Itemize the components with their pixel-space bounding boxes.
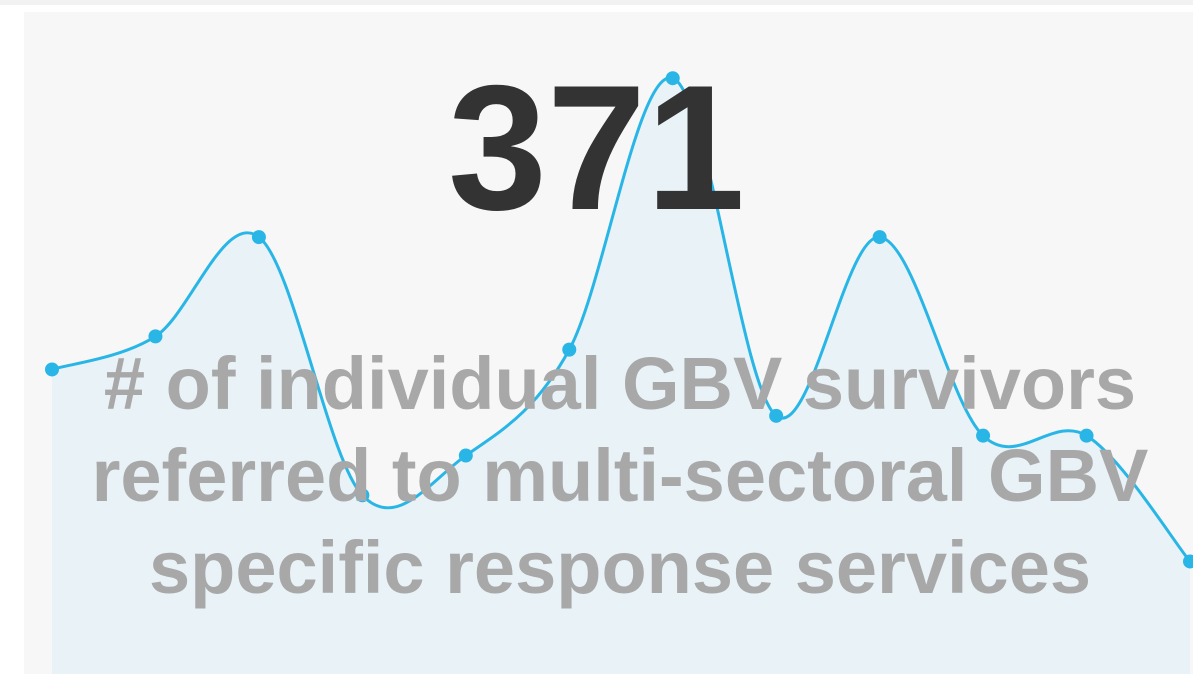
point (251, 230, 266, 245)
kpi-value: 371 (448, 48, 745, 247)
point (458, 448, 473, 463)
point (976, 428, 991, 443)
point (355, 488, 370, 503)
point (872, 230, 887, 245)
point (562, 342, 577, 357)
point (665, 71, 680, 86)
area (52, 77, 1190, 674)
point (1183, 554, 1193, 569)
kpi-label: # of individual GBV survivors referred t… (91, 342, 1149, 609)
point (148, 329, 163, 344)
point (1079, 428, 1094, 443)
point (769, 408, 784, 423)
point (45, 362, 59, 377)
top-bar (0, 0, 1193, 5)
